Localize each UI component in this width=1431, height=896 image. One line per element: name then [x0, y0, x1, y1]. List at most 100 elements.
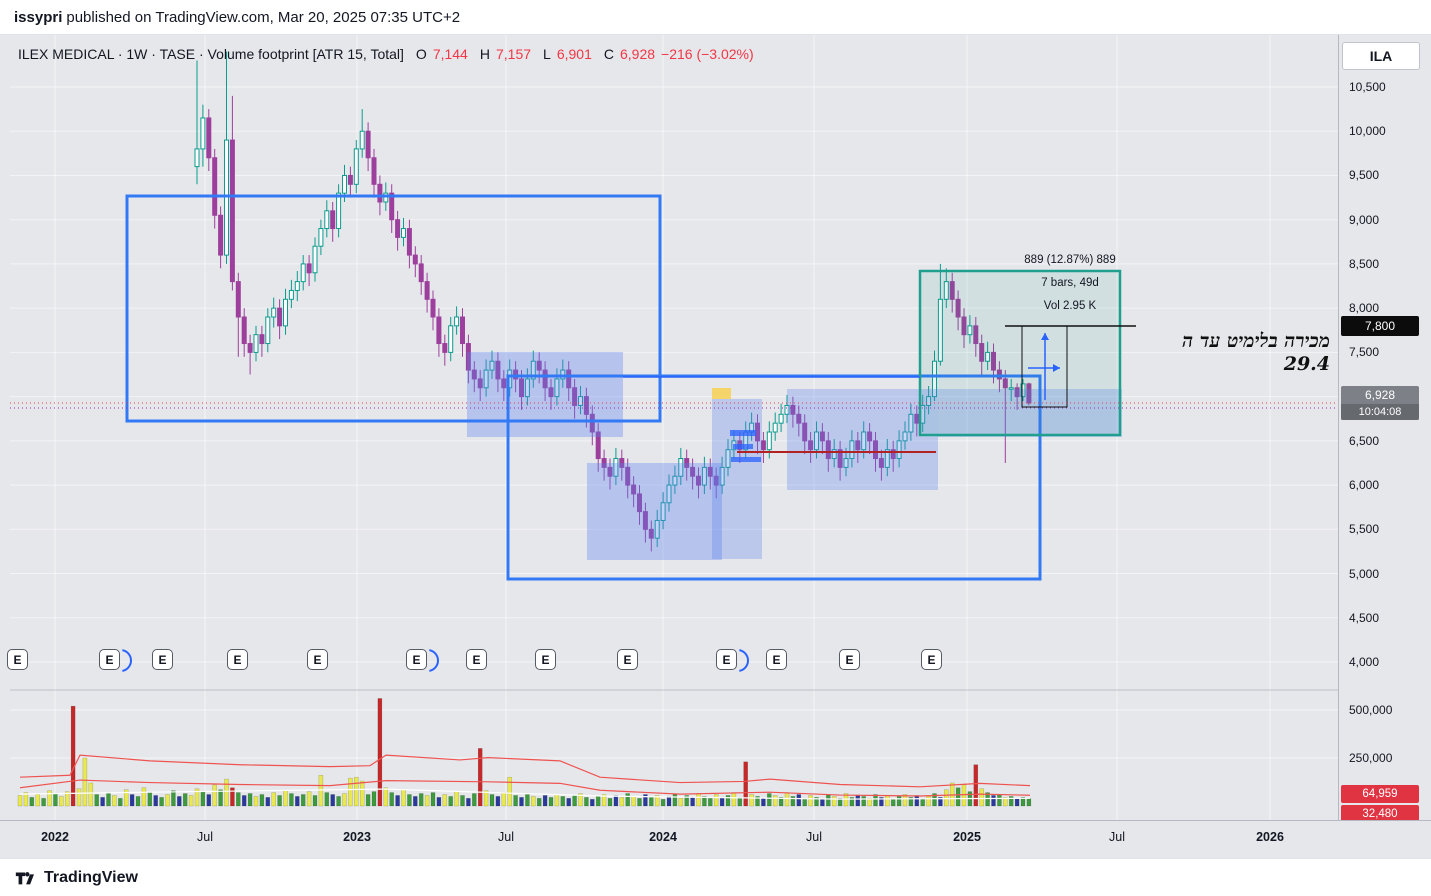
- volume-bar: [896, 796, 902, 807]
- earnings-marker[interactable]: E: [617, 649, 638, 670]
- time-tick-label: 2023: [343, 830, 371, 844]
- candle-body: [855, 440, 861, 451]
- volume-bar: [253, 796, 259, 807]
- earnings-marker[interactable]: E: [839, 649, 860, 670]
- volume-bar: [64, 791, 70, 807]
- volume-bar: [165, 794, 170, 807]
- candle-body: [902, 431, 908, 442]
- volume-ma-line: [19, 788, 1031, 800]
- current-price-badge: 6,928 10:04:08: [1341, 386, 1419, 420]
- candle-body: [383, 192, 389, 203]
- earnings-marker[interactable]: E: [307, 649, 328, 670]
- volume-bar: [76, 788, 82, 807]
- volume-bar: [666, 796, 672, 807]
- earnings-marker[interactable]: E: [152, 649, 173, 670]
- candle-body: [365, 130, 371, 159]
- candle-body: [896, 440, 902, 460]
- candle-body: [1026, 383, 1032, 404]
- volume-bar: [365, 794, 371, 807]
- volume-bar: [802, 798, 807, 807]
- earnings-marker[interactable]: E: [921, 649, 942, 670]
- candle-body: [861, 431, 867, 451]
- volume-bar: [902, 794, 908, 807]
- candle-body: [359, 130, 365, 150]
- candle-body: [253, 334, 259, 353]
- earnings-marker[interactable]: E: [535, 649, 556, 670]
- candle-body: [790, 404, 796, 415]
- candle-body: [642, 511, 648, 530]
- volume-bar: [826, 794, 831, 807]
- earnings-marker[interactable]: E: [99, 649, 132, 672]
- candle-body: [572, 387, 578, 406]
- tradingview-logo-icon[interactable]: [14, 867, 36, 889]
- volume-bar: [271, 792, 276, 807]
- candle-body: [430, 298, 436, 318]
- volume-bar: [531, 796, 536, 807]
- symbol-title[interactable]: ILEX MEDICAL · 1W · TASE · Volume footpr…: [18, 46, 404, 62]
- volume-bar: [182, 793, 188, 807]
- volume-bar: [584, 797, 589, 807]
- volume-bar: [837, 798, 843, 807]
- earnings-marker[interactable]: E: [227, 649, 248, 670]
- measure-line-1: 889 (12.87%) 889: [1024, 254, 1116, 266]
- volume-bar: [625, 793, 630, 807]
- candle-body: [418, 263, 424, 283]
- candle-body: [967, 325, 973, 336]
- volume-bar: [1026, 798, 1032, 807]
- shaded-box-2024b: [787, 389, 938, 490]
- volume-bar: [495, 796, 501, 807]
- price-axis[interactable]: 10,50010,0009,5009,0008,5008,0007,5007,0…: [1338, 35, 1431, 820]
- candle-body: [926, 396, 932, 406]
- candle-body: [283, 298, 288, 327]
- volume-bar: [601, 794, 607, 807]
- low-value: 6,901: [556, 46, 592, 62]
- earnings-marker[interactable]: E: [466, 649, 487, 670]
- volume-bar: [713, 794, 719, 807]
- volume-bar: [407, 794, 412, 807]
- footer-brand[interactable]: TradingView: [44, 868, 138, 886]
- current-price: 6,928: [1364, 388, 1396, 402]
- earnings-marker-label: E: [233, 652, 242, 667]
- candle-body: [424, 281, 430, 300]
- volume-bar: [542, 795, 548, 807]
- symbol-badge[interactable]: ILA: [1342, 42, 1420, 70]
- candle-body: [1014, 387, 1020, 398]
- volume-bar: [354, 776, 359, 807]
- earnings-marker-label: E: [105, 652, 114, 667]
- candle-body: [666, 484, 672, 504]
- volume-bar: [466, 798, 471, 807]
- attribution-username[interactable]: issypri: [14, 8, 63, 26]
- measure-line-2: 7 bars, 49d: [1041, 277, 1099, 289]
- earnings-marker[interactable]: E: [716, 649, 749, 672]
- candle-body: [548, 387, 554, 398]
- volume-bar: [295, 796, 300, 807]
- volume-bar: [377, 698, 383, 807]
- volume-bar: [749, 794, 754, 807]
- price-tick-label: 10,500: [1349, 80, 1386, 94]
- price-tick-label: 4,000: [1349, 655, 1380, 669]
- candle-body: [873, 440, 878, 460]
- price-tick-label: 7,500: [1349, 345, 1380, 360]
- earnings-marker[interactable]: E: [766, 649, 787, 670]
- candle-body: [306, 263, 312, 274]
- earnings-marker[interactable]: E: [7, 649, 28, 670]
- volume-bar: [200, 791, 206, 807]
- candle-body: [477, 378, 483, 389]
- earnings-marker-label: E: [845, 652, 854, 667]
- earnings-marker-label: E: [541, 652, 550, 667]
- earnings-marker[interactable]: E: [406, 649, 439, 672]
- volume-bar: [991, 795, 996, 807]
- candle-body: [377, 183, 383, 203]
- earnings-marker-label: E: [313, 652, 322, 667]
- volume-bar: [501, 792, 507, 807]
- candle-body: [448, 325, 454, 353]
- volume-bar: [772, 795, 778, 807]
- volume-bar: [820, 799, 825, 807]
- volume-bar: [613, 795, 619, 807]
- time-axis[interactable]: 2022 Jul 2023 Jul 2024 Jul 2025 Jul 2026: [0, 820, 1431, 858]
- volume-bar: [595, 796, 601, 807]
- volume-bar: [590, 799, 595, 807]
- volume-bar: [112, 795, 117, 807]
- high-label: H: [479, 46, 490, 62]
